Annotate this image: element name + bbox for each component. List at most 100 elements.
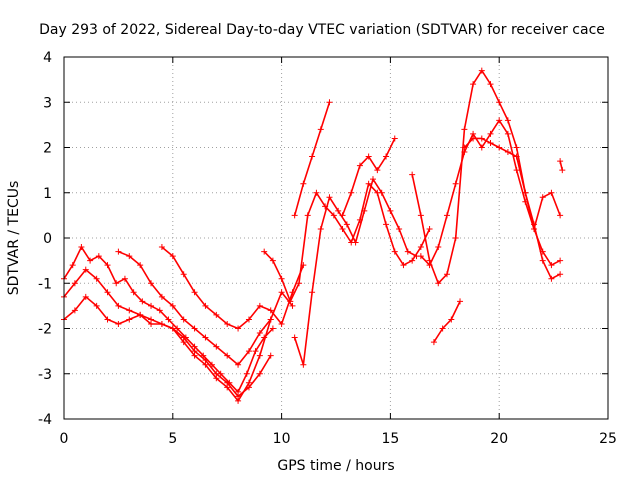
data-point — [115, 302, 122, 309]
data-point — [548, 275, 555, 282]
data-point — [496, 144, 503, 151]
data-series — [61, 67, 566, 404]
data-point — [213, 370, 220, 377]
data-point — [361, 207, 368, 214]
data-point — [531, 225, 538, 232]
data-point — [202, 334, 209, 341]
data-point — [180, 271, 187, 278]
x-tick-label: 0 — [60, 431, 69, 447]
data-point — [278, 320, 285, 327]
satellite-track-a — [61, 244, 276, 395]
data-point — [269, 257, 276, 264]
data-point — [326, 99, 333, 106]
y-tick-label: -1 — [38, 276, 52, 292]
data-point — [339, 212, 346, 219]
data-point — [317, 225, 324, 232]
data-point — [137, 262, 144, 269]
data-point — [104, 262, 111, 269]
y-tick-label: -4 — [38, 412, 52, 428]
series-trace — [63, 296, 272, 398]
data-point — [126, 307, 133, 314]
data-point — [104, 289, 111, 296]
data-point — [69, 262, 76, 269]
data-point — [557, 257, 564, 264]
data-point — [487, 139, 494, 146]
data-point — [235, 393, 242, 400]
data-point — [559, 167, 566, 174]
data-point — [452, 180, 459, 187]
data-point — [539, 257, 546, 264]
data-point — [404, 248, 411, 255]
data-point — [348, 189, 355, 196]
y-tick-label: -3 — [38, 367, 52, 383]
data-point — [504, 117, 511, 124]
data-point — [426, 225, 433, 232]
data-point — [291, 334, 298, 341]
data-point — [539, 194, 546, 201]
data-point — [137, 311, 144, 318]
data-point — [115, 320, 122, 327]
data-point — [148, 280, 155, 287]
data-point — [224, 379, 231, 386]
data-point — [224, 352, 231, 359]
data-point — [82, 293, 89, 300]
data-point — [513, 144, 520, 151]
data-point — [557, 271, 564, 278]
data-point — [443, 271, 450, 278]
data-point — [287, 298, 294, 305]
y-tick-label: 3 — [43, 95, 52, 111]
data-point — [304, 212, 311, 219]
data-point — [365, 180, 372, 187]
data-point — [156, 307, 163, 314]
x-axis-label: GPS time / hours — [277, 458, 394, 474]
data-point — [548, 189, 555, 196]
data-point — [461, 126, 468, 133]
data-point — [470, 81, 477, 88]
data-point — [267, 307, 274, 314]
satellite-track-i — [339, 135, 398, 219]
plot-frame — [63, 56, 609, 420]
data-point — [478, 67, 485, 74]
data-point — [115, 248, 122, 255]
data-point — [409, 257, 416, 264]
data-point — [235, 361, 242, 368]
data-point — [82, 266, 89, 273]
y-tick-label: 1 — [43, 186, 52, 202]
y-tick-label: 2 — [43, 141, 52, 157]
data-point — [300, 180, 307, 187]
data-point — [256, 330, 263, 337]
data-point — [126, 253, 133, 260]
satellite-track-m — [430, 298, 464, 346]
data-point — [256, 302, 263, 309]
data-point — [213, 343, 220, 350]
data-point — [435, 280, 442, 287]
y-axis-label: SDTVAR / TECUs — [6, 181, 22, 296]
data-point — [261, 248, 268, 255]
data-point — [165, 316, 172, 323]
data-point — [202, 357, 209, 364]
data-point — [148, 302, 155, 309]
data-point — [391, 135, 398, 142]
data-point — [365, 153, 372, 160]
data-point — [243, 370, 250, 377]
data-point — [435, 244, 442, 251]
data-point — [126, 316, 133, 323]
data-point — [245, 348, 252, 355]
data-point — [139, 298, 146, 305]
data-point — [224, 320, 231, 327]
data-point — [478, 135, 485, 142]
data-point — [330, 212, 337, 219]
data-point — [335, 207, 342, 214]
data-point — [158, 320, 165, 327]
data-point — [180, 334, 187, 341]
data-point — [326, 194, 333, 201]
data-point — [417, 253, 424, 260]
data-point — [180, 316, 187, 323]
data-point — [191, 348, 198, 355]
data-point — [278, 275, 285, 282]
satellite-track-e — [158, 244, 307, 332]
data-point — [356, 162, 363, 169]
data-point — [557, 212, 564, 219]
data-point — [513, 167, 520, 174]
